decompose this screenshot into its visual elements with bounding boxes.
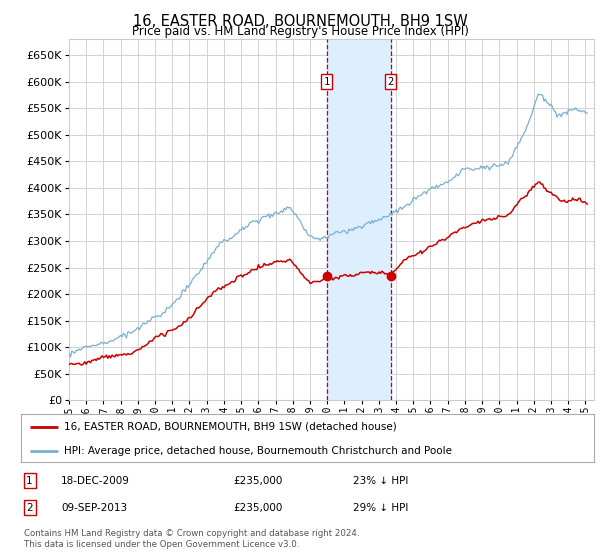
- Text: 1: 1: [26, 475, 33, 486]
- Text: 2: 2: [388, 77, 394, 87]
- Bar: [326, 39, 391, 400]
- Text: 1: 1: [323, 77, 329, 87]
- Text: £235,000: £235,000: [233, 475, 283, 486]
- Text: 23% ↓ HPI: 23% ↓ HPI: [353, 475, 409, 486]
- Text: £235,000: £235,000: [233, 502, 283, 512]
- Text: 09-SEP-2013: 09-SEP-2013: [61, 502, 127, 512]
- Text: 29% ↓ HPI: 29% ↓ HPI: [353, 502, 409, 512]
- Text: 18-DEC-2009: 18-DEC-2009: [61, 475, 130, 486]
- Text: 16, EASTER ROAD, BOURNEMOUTH, BH9 1SW: 16, EASTER ROAD, BOURNEMOUTH, BH9 1SW: [133, 14, 467, 29]
- Text: Contains HM Land Registry data © Crown copyright and database right 2024.
This d: Contains HM Land Registry data © Crown c…: [24, 529, 359, 549]
- Text: HPI: Average price, detached house, Bournemouth Christchurch and Poole: HPI: Average price, detached house, Bour…: [64, 446, 452, 456]
- Text: 2: 2: [26, 502, 33, 512]
- Text: Price paid vs. HM Land Registry's House Price Index (HPI): Price paid vs. HM Land Registry's House …: [131, 25, 469, 38]
- Text: 16, EASTER ROAD, BOURNEMOUTH, BH9 1SW (detached house): 16, EASTER ROAD, BOURNEMOUTH, BH9 1SW (d…: [64, 422, 397, 432]
